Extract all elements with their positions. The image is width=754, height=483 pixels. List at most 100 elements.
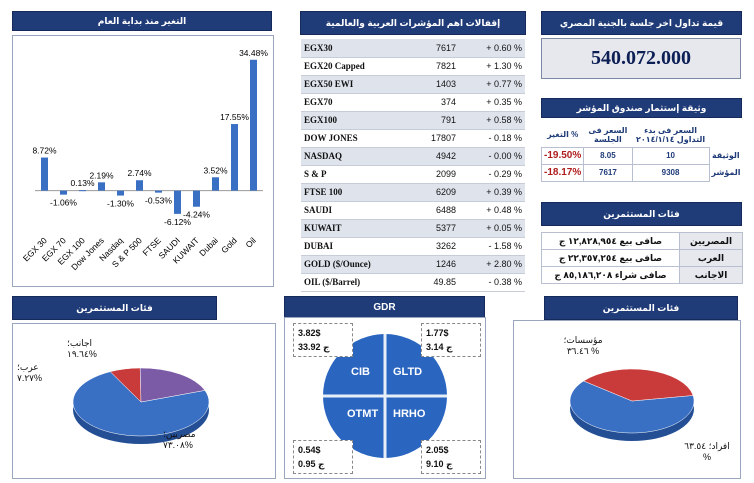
index-value: 3262 — [411, 237, 459, 256]
data-label: 2.74% — [127, 168, 152, 178]
bar — [155, 190, 162, 193]
index-name: EGX30 — [301, 39, 411, 58]
index-change: - 0.00 % — [459, 147, 525, 166]
index-change: - 1.58 % — [459, 237, 525, 256]
index-value: 1403 — [411, 75, 459, 94]
fund-col-change: التغير % — [547, 130, 579, 140]
gdr-gltd-egp: 3.14 ج — [426, 342, 453, 352]
fund-col-start: السعر فى بدء التداول ٢٠١٤/١/١٤ — [635, 125, 706, 144]
bar — [250, 59, 257, 191]
gdr-hrho-egp: 9.10 ج — [426, 459, 453, 469]
pie-left-title: فئات المستثمرين — [12, 296, 217, 320]
index-value: 17807 — [411, 129, 459, 148]
index-value: 5377 — [411, 219, 459, 238]
gdr-circle — [323, 334, 447, 458]
index-name: DOW JONES — [301, 129, 411, 148]
index-row: KUWAIT 5377 + 0.05 % — [301, 219, 525, 238]
index-name: EGX20 Capped — [301, 57, 411, 76]
index-name: FTSE 100 — [301, 183, 411, 202]
index-name: KUWAIT — [301, 219, 411, 238]
index-row: EGX30 7617 + 0.60 % — [301, 39, 525, 58]
bar — [98, 182, 105, 191]
index-change: + 0.39 % — [459, 183, 525, 202]
index-change: + 0.35 % — [459, 93, 525, 112]
data-label: -1.30% — [107, 199, 134, 209]
index-value: 2099 — [411, 165, 459, 184]
investors-title: فئات المستثمرين — [541, 202, 742, 226]
fund-doc-session: 8.05 — [583, 146, 633, 165]
data-label: -1.06% — [50, 198, 77, 208]
bar — [41, 157, 48, 191]
pie-right-label-indiv: افراد؛ ٦٣.٥٤ % — [684, 441, 730, 462]
turnover-title: قيمة تداول اخر جلسة بالجنية المصري — [541, 11, 742, 35]
category-label: Dubai — [197, 235, 220, 258]
gdr-hrho-usd: 2.05$ — [426, 445, 449, 455]
investors-egy-label: المصريين — [679, 232, 743, 250]
pie-left-label-egy: مصريين؛ ٧٣.٠٨% — [163, 429, 196, 450]
pie-left-label-foreign: اجانب؛ ١٩.٦٤% — [67, 338, 97, 359]
investors-arab-label: العرب — [679, 249, 743, 267]
data-label: 34.48% — [239, 48, 268, 58]
indices-table: EGX30 7617 + 0.60 % EGX20 Capped 7821 + 1.30 … — [301, 39, 525, 292]
fund-index-change: -18.17% — [540, 163, 585, 182]
fund-doc-label: الوثيقة — [711, 151, 740, 160]
index-row: GOLD ($/Ounce) 1246 + 2.80 % — [301, 255, 525, 274]
index-change: + 1.30 % — [459, 57, 525, 76]
investors-table: صافى بيع ١٢,٨٢٨,٩٥٤ ج المصريين صافى بيع … — [541, 232, 743, 284]
fund-doc-start: 10 — [631, 146, 710, 165]
pie-slice — [72, 371, 210, 437]
index-name: OIL ($/Barrel) — [301, 273, 411, 292]
investors-foreign-label: الاجانب — [679, 266, 743, 284]
pie-slice — [583, 368, 694, 402]
gdr-hrho-label: HRHO — [393, 408, 426, 420]
index-name: NASDAQ — [301, 147, 411, 166]
index-name: EGX50 EWI — [301, 75, 411, 94]
index-name: EGX100 — [301, 111, 411, 130]
fund-index-label: المؤشر — [711, 168, 741, 177]
pie-slice — [139, 367, 206, 403]
gdr-cib-tag: 3.82$ 33.92 ج — [293, 323, 353, 357]
gdr-hrho-tag: 2.05$ 9.10 ج — [421, 440, 481, 474]
index-name: S & P — [301, 165, 411, 184]
data-label: -4.24% — [183, 210, 210, 220]
index-change: + 0.48 % — [459, 201, 525, 220]
investors-arab-value: صافى بيع ٢٢,٣٥٧,٢٥٤ ج — [541, 249, 680, 267]
bar — [193, 190, 200, 207]
index-row: EGX50 EWI 1403 + 0.77 % — [301, 75, 525, 94]
index-row: NASDAQ 4942- 0.00 % — [301, 147, 525, 166]
gdr-cib-label: CIB — [351, 366, 370, 378]
pie-slice — [569, 380, 695, 434]
indices-title: إقفالات اهم المؤشرات العربية والعالمية — [300, 11, 526, 35]
fund-index-session: 7617 — [583, 163, 633, 182]
fund-doc-change: -19.50% — [540, 146, 585, 165]
data-label: 3.52% — [203, 165, 228, 175]
ytd-chart-panel: 8.72% EGX 30 -1.06% EGX 70 0.13% EGX 100 2.19%… — [12, 35, 274, 287]
index-change: + 0.05 % — [459, 219, 525, 238]
ytd-chart-title: التغير منذ بداية العام — [12, 11, 272, 31]
pie-right-label-inst: مؤسسات؛ ٣٦.٤٦ % — [563, 335, 603, 356]
pie-right-svg — [569, 368, 695, 441]
pie-left-svg — [72, 367, 210, 444]
pie-right-panel: مؤسسات؛ ٣٦.٤٦ % افراد؛ ٦٣.٥٤ % — [513, 320, 741, 479]
index-row: S & P 2099- 0.29 % — [301, 165, 525, 184]
investors-egy-value: صافى بيع ١٢,٨٢٨,٩٥٤ ج — [541, 232, 680, 250]
index-value: 7617 — [411, 39, 459, 58]
pie-left-label-arab: عرب؛ ٧.٢٧% — [17, 362, 43, 383]
fund-col-session: السعر فى الجلسة — [588, 125, 628, 144]
gdr-otmt-usd: 0.54$ — [298, 445, 321, 455]
data-label: 0.13% — [70, 178, 95, 188]
index-row: DOW JONES 17807- 0.18 % — [301, 129, 525, 148]
index-row: EGX70 374 + 0.35 % — [301, 93, 525, 112]
index-row: EGX100 791 + 0.58 % — [301, 111, 525, 130]
index-value: 49.85 — [411, 273, 459, 292]
bar — [60, 190, 67, 195]
index-name: DUBAI — [301, 237, 411, 256]
index-change: + 0.77 % — [459, 75, 525, 94]
bar — [212, 177, 219, 191]
index-change: + 2.80 % — [459, 255, 525, 274]
index-value: 6488 — [411, 201, 459, 220]
data-label: 2.19% — [89, 170, 114, 180]
gdr-title: GDR — [284, 296, 485, 318]
index-change: + 0.58 % — [459, 111, 525, 130]
ytd-bar-chart: 8.72%EGX 30-1.06%EGX 700.13%EGX 1002.19%… — [21, 48, 269, 272]
